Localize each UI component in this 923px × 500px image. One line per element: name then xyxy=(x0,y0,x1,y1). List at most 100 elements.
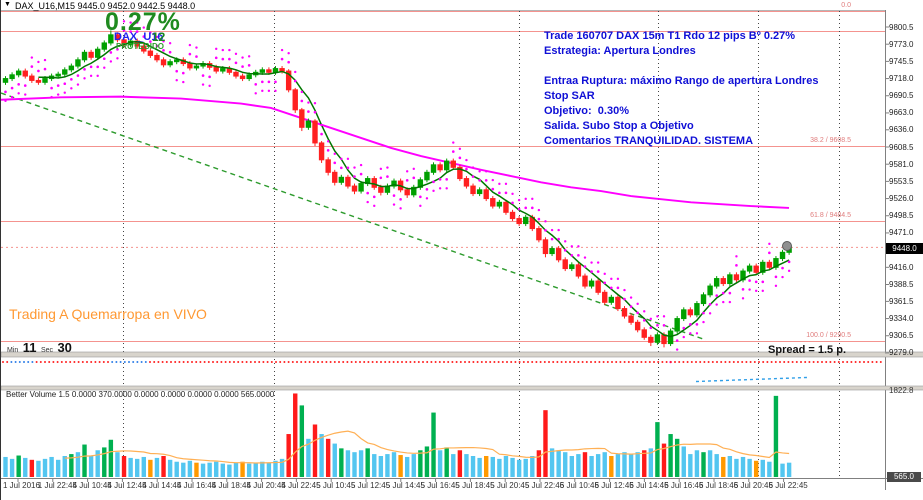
volume-bar xyxy=(681,446,686,477)
spread-dot xyxy=(590,361,592,363)
sar-dot-outer xyxy=(221,48,225,52)
spread-dot xyxy=(489,361,492,363)
volume-bar xyxy=(345,450,351,477)
sar-dot-outer xyxy=(340,157,343,161)
sar-dot-outer xyxy=(386,166,389,169)
volume-bar xyxy=(734,458,739,477)
spread-dot xyxy=(354,361,357,363)
candle-body xyxy=(674,318,680,332)
time-axis-label: 5 Jul 10:45 xyxy=(316,481,356,490)
volume-bar xyxy=(299,405,305,477)
candle-body xyxy=(233,71,239,77)
volume-ma-line xyxy=(64,430,790,464)
candle-body xyxy=(654,334,661,343)
candle-body xyxy=(555,248,562,261)
time-axis-label: 5 Jul 12:45 xyxy=(351,481,391,490)
sar-dot-outer xyxy=(201,83,205,86)
spread-dot xyxy=(795,361,798,363)
spread-dot xyxy=(245,361,248,363)
candle-body xyxy=(147,50,154,56)
spread-dot xyxy=(665,361,668,363)
volume-bar xyxy=(82,444,87,477)
candle-body xyxy=(239,75,246,80)
volume-bar xyxy=(576,454,581,477)
volume-bar xyxy=(622,452,627,477)
sar-dot xyxy=(63,82,67,85)
candle-body xyxy=(141,45,147,52)
spread-dot xyxy=(871,361,874,363)
volume-bar xyxy=(266,462,272,477)
spread-dot xyxy=(44,361,46,363)
timer-sec-value: 30 xyxy=(57,340,72,355)
sar-dot xyxy=(162,49,165,52)
price-axis-label: 9553.5 xyxy=(889,176,914,186)
sar-dot-outer xyxy=(570,245,574,248)
trade-note-line: Comentarios TRANQUILIDAD. SISTEMA xyxy=(544,135,754,147)
sar-dot xyxy=(577,254,580,257)
sar-dot-outer xyxy=(267,89,271,93)
sar-dot-outer xyxy=(50,95,53,99)
sar-dot xyxy=(537,217,541,221)
spread-dot xyxy=(585,361,588,363)
spread-dot xyxy=(543,361,546,363)
candle-body xyxy=(608,296,615,303)
price-axis-label: 9279.0 xyxy=(889,348,914,358)
spread-dot xyxy=(136,361,139,363)
price-axis-label: 9636.0 xyxy=(889,125,914,135)
spread-dot xyxy=(342,361,345,363)
spread-dot xyxy=(174,361,177,363)
spread-dot xyxy=(850,361,853,363)
spread-dot xyxy=(224,361,227,363)
sar-dot xyxy=(50,86,53,90)
sar-dot-outer xyxy=(63,91,66,94)
candle-body xyxy=(299,109,305,128)
candle-body xyxy=(94,48,101,58)
trade-symbol-label: DAX_U16 xyxy=(114,31,164,43)
spread-dot xyxy=(854,361,857,363)
sar-dot-outer xyxy=(583,256,587,259)
sar-dot xyxy=(649,326,653,330)
sar-dot xyxy=(419,195,422,199)
sar-dot xyxy=(511,201,514,205)
sar-dot-outer xyxy=(136,21,139,24)
sar-dot xyxy=(458,156,462,160)
price-axis-label: 9498.5 xyxy=(889,211,914,221)
sar-dot-outer xyxy=(43,58,47,62)
volume-bar xyxy=(674,438,680,477)
volume-bar xyxy=(358,450,364,477)
sar-dot xyxy=(168,50,172,54)
spread-dot xyxy=(837,361,840,363)
sar-dot xyxy=(23,84,27,87)
sar-dot-outer xyxy=(643,310,646,313)
sar-dot-outer xyxy=(465,158,468,162)
time-axis-label: 4 Jul 14:45 xyxy=(142,481,182,490)
trade-note-line: Trade 160707 DAX 15m T1 Rdo 12 pips Bº 0… xyxy=(544,30,796,42)
spread-dot xyxy=(39,361,42,363)
spread-dot xyxy=(182,361,185,363)
sar-dot-outer xyxy=(715,303,718,306)
candle-body xyxy=(81,51,88,61)
spread-dot xyxy=(594,361,597,363)
sar-dot-outer xyxy=(254,92,257,95)
spread-dot xyxy=(800,361,802,363)
spread-dot xyxy=(212,361,214,363)
sar-dot-outer xyxy=(103,66,106,69)
symbol-dropdown-icon[interactable]: ▼ xyxy=(4,1,11,8)
spread-dot xyxy=(527,361,529,363)
spread-dot xyxy=(493,361,496,363)
sar-dot-outer xyxy=(577,245,580,248)
spread-dot xyxy=(699,361,702,363)
candle-body xyxy=(476,189,483,195)
price-axis-label: 9581.0 xyxy=(889,159,914,169)
spread-dot xyxy=(409,361,412,363)
candle-body xyxy=(621,308,628,317)
spread-dot xyxy=(753,361,756,363)
volume-bar xyxy=(148,459,153,477)
candle-body xyxy=(615,296,621,310)
spread-dot xyxy=(657,361,660,363)
sar-dot xyxy=(17,83,20,86)
candle-body xyxy=(773,258,779,268)
spread-dot xyxy=(779,361,781,363)
time-axis-label: 4 Jul 18:45 xyxy=(211,481,251,490)
